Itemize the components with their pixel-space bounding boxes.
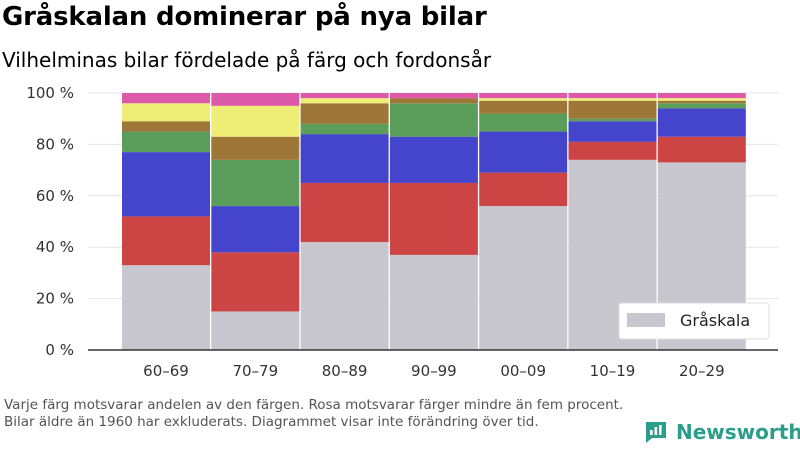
y-tick-label: 100 % — [26, 84, 74, 102]
x-tick-label: 20–29 — [679, 362, 725, 380]
bar-segment — [300, 98, 389, 104]
bar-segment — [300, 103, 389, 124]
y-tick-label: 80 % — [36, 135, 74, 153]
bar-segment — [568, 121, 657, 142]
bar-segment — [211, 311, 300, 350]
x-tick-label: 60–69 — [143, 362, 189, 380]
legend-box — [618, 302, 770, 340]
bar-segment — [122, 103, 210, 122]
bar-segment — [389, 98, 478, 104]
bar-segment — [479, 131, 568, 173]
bar-segment — [657, 100, 746, 104]
y-tick-label: 40 % — [36, 238, 74, 256]
bar-segment — [479, 100, 568, 114]
bar-segment — [479, 172, 568, 207]
stacked-bar-chart: 0 % 20 % 40 % 60 % 80 % 100 % 60–69 70–79 80–89 9… — [26, 84, 778, 380]
bar-segment — [568, 118, 657, 122]
bar-segment — [479, 113, 568, 132]
bar-segment — [479, 93, 568, 99]
bar-segment — [122, 265, 210, 350]
bar-segment — [211, 159, 300, 207]
bar-segment — [389, 254, 478, 350]
bar-segment — [300, 242, 389, 350]
newsworthy-logo-icon — [646, 422, 666, 443]
bar-segment — [122, 152, 210, 217]
bar-segment — [479, 206, 568, 350]
bar-segment — [211, 93, 300, 106]
bar-segment — [211, 105, 300, 137]
bar-segment — [657, 136, 746, 163]
bar-segment — [657, 108, 746, 137]
bar-segment — [479, 98, 568, 101]
x-tick-label: 80–89 — [322, 362, 368, 380]
x-tick-label: 90–99 — [411, 362, 457, 380]
bar-segment — [211, 252, 300, 312]
bar-segment — [211, 206, 300, 253]
bar-segment — [657, 98, 746, 101]
y-tick-label: 60 % — [36, 187, 74, 205]
bar-segment — [568, 93, 657, 99]
bar-segment — [122, 121, 210, 132]
bar-segment — [122, 216, 210, 266]
y-tick-label: 20 % — [36, 290, 74, 308]
brand-name: Newsworthy — [676, 420, 800, 444]
bar-segment — [122, 131, 210, 153]
bar-segment — [389, 103, 478, 137]
bar-segment — [657, 93, 746, 99]
legend-label: Gråskala — [680, 311, 750, 330]
x-tick-label: 00–09 — [500, 362, 546, 380]
bar-segment — [300, 93, 389, 99]
x-tick-label: 10–19 — [590, 362, 636, 380]
bar-segment — [300, 134, 389, 183]
bar-segment — [389, 182, 478, 255]
bar-segment — [389, 93, 478, 99]
chart-subtitle: Vilhelminas bilar fördelade på färg och … — [2, 48, 492, 72]
bar-segment — [300, 123, 389, 135]
legend-swatch — [627, 313, 665, 327]
bar-segment — [657, 103, 746, 109]
y-tick-label: 0 % — [45, 341, 74, 359]
bar-segment — [568, 141, 657, 160]
chart-title: Gråskalan dominerar på nya bilar — [2, 2, 487, 32]
brand-logo: Newsworthy — [644, 420, 800, 444]
x-tick-label: 70–79 — [232, 362, 278, 380]
bar-segment — [568, 100, 657, 119]
bar-segment — [300, 182, 389, 243]
footnote: Varje färg motsvarar andelen av den färg… — [4, 397, 624, 430]
bar-segment — [122, 93, 210, 104]
bar-segment — [389, 136, 478, 183]
bar-segment — [211, 136, 300, 160]
bar-segment — [568, 98, 657, 101]
